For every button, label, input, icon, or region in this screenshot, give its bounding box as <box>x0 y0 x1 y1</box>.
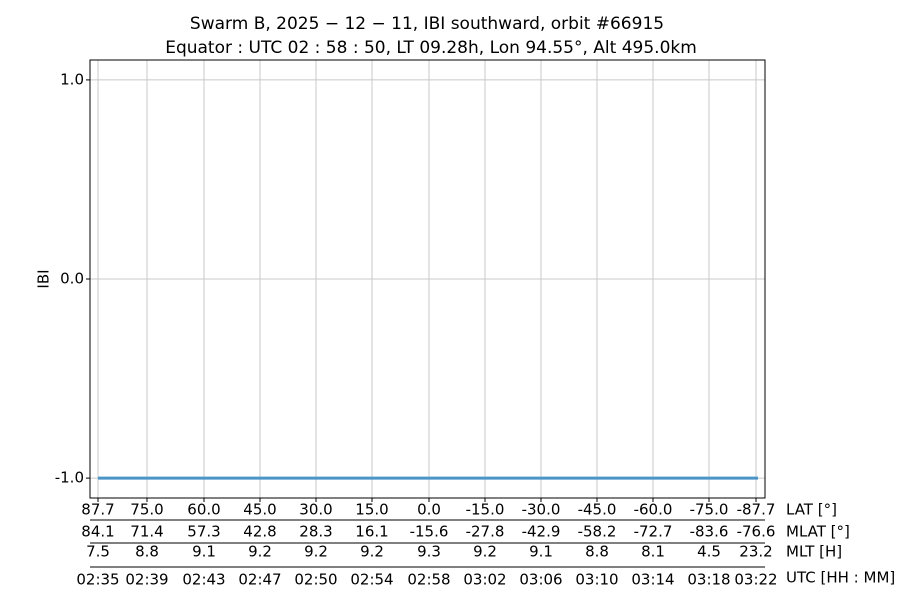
row-tick-label: -15.6 <box>410 523 449 541</box>
row-tick-label: 28.3 <box>299 523 332 541</box>
x-tick-label: 02:35 <box>76 571 119 589</box>
row-tick-label: -45.0 <box>578 501 617 519</box>
row-tick-label: -60.0 <box>634 501 673 519</box>
row-tick-label: 7.5 <box>86 543 110 561</box>
row-tick-label: -83.6 <box>690 523 729 541</box>
row-tick-label: 45.0 <box>243 501 276 519</box>
row-tick-label: 9.2 <box>473 543 497 561</box>
row-tick-label: 8.1 <box>641 543 665 561</box>
row-tick-label: 84.1 <box>81 523 114 541</box>
row-tick-label: 30.0 <box>299 501 332 519</box>
row-tick-label: 60.0 <box>187 501 220 519</box>
row-tick-label: -72.7 <box>634 523 673 541</box>
row-tick-label: -58.2 <box>578 523 617 541</box>
row-tick-label: 4.5 <box>697 543 721 561</box>
x-tick-label: 02:39 <box>125 571 168 589</box>
x-tick-label: 02:50 <box>294 571 337 589</box>
x-tick-label: 03:22 <box>734 571 777 589</box>
row-tick-label: -42.9 <box>522 523 561 541</box>
row-tick-label: 9.2 <box>360 543 384 561</box>
row-label: MLAT [°] <box>786 523 850 541</box>
row-tick-label: 75.0 <box>130 501 163 519</box>
row-tick-label: 9.3 <box>417 543 441 561</box>
row-tick-label: -30.0 <box>522 501 561 519</box>
row-tick-label: 9.1 <box>529 543 553 561</box>
x-tick-label: 03:02 <box>463 571 506 589</box>
x-tick-label: 02:54 <box>350 571 393 589</box>
row-tick-label: -15.0 <box>466 501 505 519</box>
row-tick-label: -76.6 <box>737 523 776 541</box>
row-tick-label: 16.1 <box>355 523 388 541</box>
y-tick-label: 1.0 <box>60 70 84 88</box>
row-tick-label: 23.2 <box>739 543 772 561</box>
row-tick-label: 0.0 <box>417 501 441 519</box>
x-tick-label: 03:18 <box>687 571 730 589</box>
row-tick-label: -75.0 <box>690 501 729 519</box>
row-tick-label: -27.8 <box>466 523 505 541</box>
x-tick-label: 03:14 <box>631 571 674 589</box>
y-axis-label: IBI <box>35 269 53 288</box>
row-tick-label: 42.8 <box>243 523 276 541</box>
row-label: LAT [°] <box>786 501 837 519</box>
x-tick-label: 03:06 <box>519 571 562 589</box>
row-tick-label: -87.7 <box>737 501 776 519</box>
plot-frame <box>89 59 766 499</box>
x-tick-label: 02:43 <box>182 571 225 589</box>
row-tick-label: 87.7 <box>81 501 114 519</box>
row-tick-label: 8.8 <box>135 543 159 561</box>
chart-title: Swarm B, 2025 − 12 − 11, IBI southward, … <box>190 14 664 34</box>
row-tick-label: 8.8 <box>585 543 609 561</box>
x-axis-label: UTC [HH : MM] <box>786 569 895 587</box>
row-tick-label: 9.2 <box>248 543 272 561</box>
y-tick-label: -1.0 <box>55 469 84 487</box>
row-tick-label: 9.2 <box>304 543 328 561</box>
x-tick-label: 02:58 <box>407 571 450 589</box>
row-tick-label: 71.4 <box>130 523 163 541</box>
chart-subtitle: Equator : UTC 02 : 58 : 50, LT 09.28h, L… <box>165 38 697 58</box>
x-tick-label: 03:10 <box>575 571 618 589</box>
row-tick-label: 9.1 <box>192 543 216 561</box>
x-tick-label: 02:47 <box>238 571 281 589</box>
y-tick-label: 0.0 <box>60 270 84 288</box>
row-label: MLT [H] <box>786 543 842 561</box>
row-tick-label: 15.0 <box>355 501 388 519</box>
row-tick-label: 57.3 <box>187 523 220 541</box>
